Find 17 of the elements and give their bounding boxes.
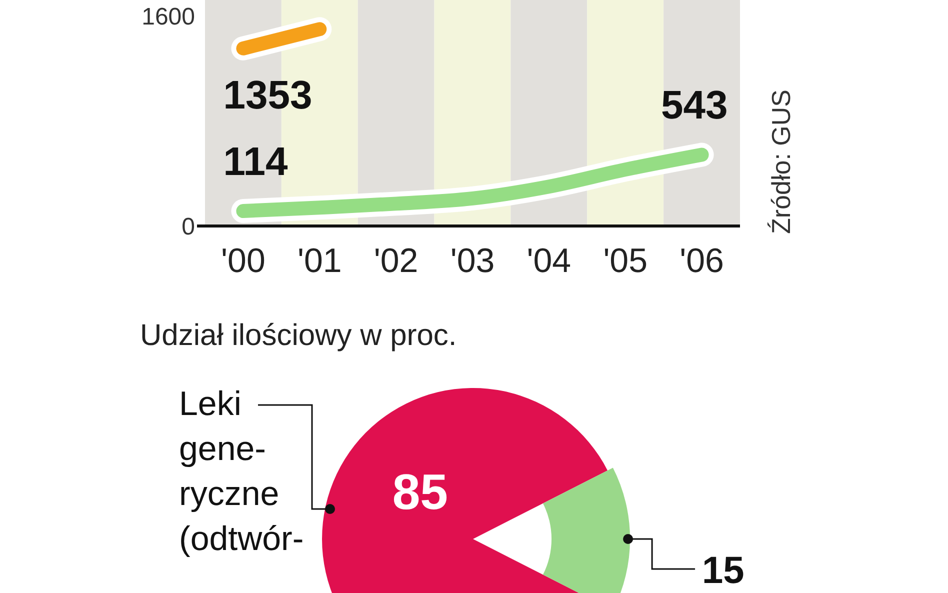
slice-label: Leki gene- ryczne (odtwór- (179, 385, 304, 558)
text: Źródło: GUS (766, 90, 796, 234)
data-label: 114 (223, 140, 288, 184)
x-tick-label: '04 (526, 242, 572, 280)
data-label: 543 (661, 84, 728, 128)
x-tick-label: '02 (374, 242, 418, 280)
data-label: 1353 (223, 73, 312, 118)
x-tick-label: '01 (297, 242, 342, 280)
y-tick-label: 1600 (142, 3, 195, 30)
data-label: 15 (702, 550, 744, 592)
data-label: 85 (392, 464, 448, 520)
y-tick-label: 0 (182, 213, 195, 240)
chart-title: Udział ilościowy w proc. (140, 319, 457, 352)
x-tick-label: '03 (450, 242, 495, 280)
x-tick-label: '00 (221, 242, 266, 280)
x-tick-label: '06 (680, 242, 724, 280)
x-tick-label: '05 (603, 242, 648, 280)
